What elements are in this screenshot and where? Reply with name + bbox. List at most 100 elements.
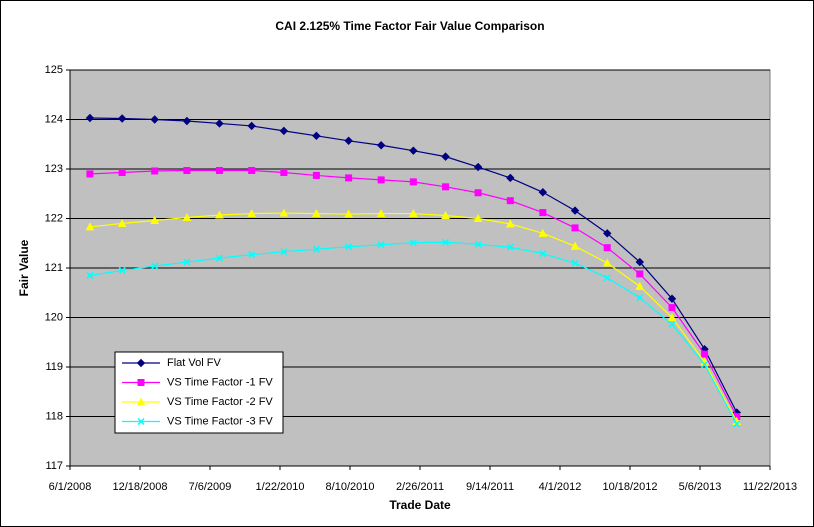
marker <box>667 294 677 303</box>
marker <box>409 208 418 218</box>
x-axis-label: Trade Date <box>389 498 451 512</box>
marker <box>376 208 386 218</box>
y-tick-label: 121 <box>45 262 63 274</box>
marker <box>668 304 676 312</box>
x-tick-label: 5/6/2013 <box>679 481 722 493</box>
marker <box>539 209 547 217</box>
chart-title: CAI 2.125% Time Factor Fair Value Compar… <box>275 19 544 33</box>
y-tick-label: 123 <box>45 163 63 175</box>
marker <box>118 266 126 275</box>
marker <box>473 213 483 222</box>
marker <box>344 136 353 145</box>
marker <box>312 131 321 141</box>
y-axis-label: Fair Value <box>17 239 31 296</box>
marker <box>474 189 482 197</box>
marker <box>635 257 645 267</box>
x-tick-label: 10/18/2012 <box>602 481 657 493</box>
marker <box>344 209 353 218</box>
marker <box>345 174 353 182</box>
legend-label: VS Time Factor -1 FV <box>167 376 273 388</box>
x-tick-label: 4/1/2012 <box>539 481 582 493</box>
marker <box>345 243 353 251</box>
marker <box>280 248 288 256</box>
legend-marker <box>136 397 146 406</box>
marker <box>183 166 191 174</box>
marker <box>570 241 580 250</box>
marker <box>247 121 256 131</box>
marker <box>603 274 611 282</box>
marker <box>538 188 548 197</box>
marker <box>602 258 612 267</box>
marker <box>473 162 483 172</box>
marker <box>182 212 192 222</box>
y-tick-label: 125 <box>45 64 63 76</box>
legend: Flat Vol FV VS Time Factor -1 FV VS Time F… <box>114 351 284 434</box>
marker <box>118 168 126 176</box>
marker <box>701 360 709 369</box>
y-tick-label: 117 <box>45 460 63 472</box>
marker <box>733 420 741 428</box>
marker <box>117 114 127 123</box>
marker <box>85 222 95 231</box>
marker <box>377 241 385 249</box>
marker <box>86 271 94 279</box>
marker <box>215 254 223 262</box>
marker <box>183 258 191 266</box>
marker <box>570 206 580 215</box>
x-tick-label: 11/22/2013 <box>743 481 797 493</box>
marker <box>117 218 127 227</box>
marker <box>215 210 224 219</box>
x-tick-label: 6/1/2008 <box>49 481 92 493</box>
marker <box>409 239 417 247</box>
marker <box>506 243 514 251</box>
y-tick-label: 124 <box>45 113 63 125</box>
x-tick-label: 2/26/2011 <box>396 481 444 493</box>
marker <box>376 141 386 150</box>
marker <box>150 215 160 224</box>
marker <box>312 208 321 218</box>
marker <box>603 244 611 252</box>
legend-marker <box>136 358 146 368</box>
marker <box>215 119 224 128</box>
marker <box>571 259 579 267</box>
marker <box>409 178 417 186</box>
legend-marker <box>137 417 145 426</box>
marker <box>247 208 256 218</box>
x-tick-label: 9/14/2011 <box>466 481 514 493</box>
marker <box>701 350 709 358</box>
marker <box>150 115 159 124</box>
y-tick-label: 122 <box>45 212 63 224</box>
marker <box>442 183 450 191</box>
marker <box>539 250 547 258</box>
marker <box>474 240 482 248</box>
marker <box>151 167 159 175</box>
y-tick-label: 118 <box>45 410 63 422</box>
marker <box>603 229 612 238</box>
marker <box>215 166 223 174</box>
marker <box>377 176 385 184</box>
marker <box>279 208 289 217</box>
marker <box>279 126 289 136</box>
x-tick-label: 7/6/2009 <box>189 481 232 493</box>
marker <box>636 294 644 302</box>
legend-label: VS Time Factor -3 FV <box>167 415 273 427</box>
marker <box>409 146 418 155</box>
marker <box>506 173 515 183</box>
marker <box>85 113 95 123</box>
marker <box>441 152 450 161</box>
legend-label: VS Time Factor -2 FV <box>167 396 273 408</box>
legend-marker <box>137 379 145 386</box>
marker <box>635 281 645 290</box>
marker <box>668 320 676 328</box>
marker <box>312 245 320 253</box>
y-tick-label: 120 <box>45 311 63 323</box>
legend-label: Flat Vol FV <box>167 357 221 369</box>
x-tick-label: 12/18/2008 <box>112 481 167 493</box>
x-tick-label: 8/10/2010 <box>326 481 375 493</box>
marker <box>248 166 256 174</box>
marker <box>86 170 94 178</box>
marker <box>151 262 159 270</box>
marker <box>571 224 579 232</box>
marker <box>280 168 288 176</box>
